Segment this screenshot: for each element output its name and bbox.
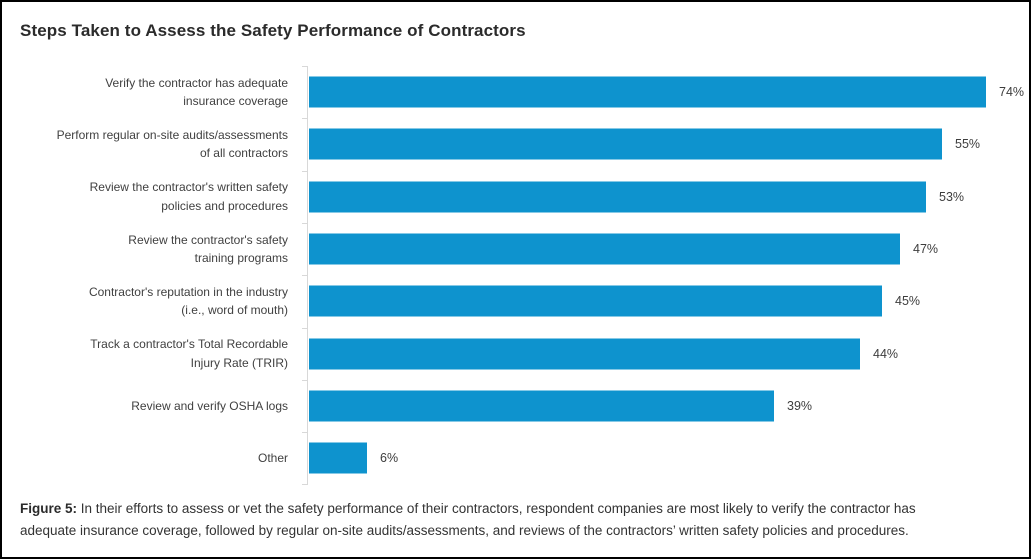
bar: [309, 338, 860, 370]
figure-caption: Figure 5: In their efforts to assess or …: [20, 498, 970, 542]
bar-value-label: 47%: [913, 242, 939, 257]
bar-rows: Verify the contractor has adequate insur…: [2, 66, 1029, 484]
chart-title: Steps Taken to Assess the Safety Perform…: [20, 21, 526, 40]
axis-tick: [302, 118, 308, 120]
bar-wrap: 6%: [307, 432, 1029, 484]
bar-row: Other 6%: [2, 432, 1029, 484]
caption-text: In their efforts to assess or vet the sa…: [20, 501, 916, 539]
bar-label: Contractor's reputation in the industry …: [88, 284, 288, 318]
bar-label: Review and verify OSHA logs: [131, 398, 288, 413]
bar-row: Perform regular on-site audits/assessmen…: [2, 118, 1029, 170]
bar-wrap: 39%: [307, 380, 1029, 432]
bar: [309, 442, 367, 474]
axis-tick: [302, 275, 308, 277]
bar-label: Track a contractor's Total Recordable In…: [90, 337, 288, 370]
bar-value-label: 44%: [873, 346, 899, 361]
bar-wrap: 45%: [307, 275, 1029, 327]
axis-tick: [302, 484, 308, 486]
bar-row: Track a contractor's Total Recordable In…: [2, 327, 1029, 379]
bar-row: Review and verify OSHA logs 39%: [2, 380, 1029, 432]
bar: [309, 233, 900, 265]
bar-wrap: 55%: [307, 118, 1029, 170]
bar-label: Other: [257, 450, 288, 465]
bar: [309, 76, 986, 108]
bar: [309, 181, 926, 213]
axis-tick: [302, 222, 308, 224]
bar-value-label: 39%: [787, 398, 813, 413]
bar-row: Contractor's reputation in the industry …: [2, 275, 1029, 327]
bar-value-label: 74%: [999, 85, 1025, 100]
bar-label: Review the contractor's written safety p…: [89, 180, 288, 213]
bar-value-label: 55%: [955, 137, 981, 152]
bar-value-label: 6%: [380, 451, 399, 466]
axis-tick: [302, 66, 308, 67]
bar-value-label: 53%: [939, 189, 965, 204]
bar-wrap: 47%: [307, 223, 1029, 275]
bar: [309, 285, 882, 317]
bar-label: Verify the contractor has adequate insur…: [105, 75, 288, 109]
bar-row: Verify the contractor has adequate insur…: [2, 66, 1029, 118]
bar-label: Review the contractor's safety training …: [128, 232, 288, 266]
axis-tick: [302, 170, 308, 172]
axis-tick: [302, 432, 308, 434]
bar-wrap: 74%: [307, 66, 1029, 118]
bar-row: Review the contractor's safety training …: [2, 223, 1029, 275]
axis-tick: [302, 327, 308, 329]
axis-tick: [302, 379, 308, 381]
bar: [309, 128, 942, 160]
bar: [309, 390, 774, 422]
bar-chart: Verify the contractor has adequate insur…: [2, 66, 1029, 486]
caption-prefix: Figure 5:: [20, 501, 78, 517]
bar-row: Review the contractor's written safety p…: [2, 171, 1029, 223]
bar-value-label: 45%: [895, 294, 921, 309]
bar-wrap: 44%: [307, 327, 1029, 379]
bar-label: Perform regular on-site audits/assessmen…: [56, 127, 288, 161]
bar-wrap: 53%: [307, 171, 1029, 223]
